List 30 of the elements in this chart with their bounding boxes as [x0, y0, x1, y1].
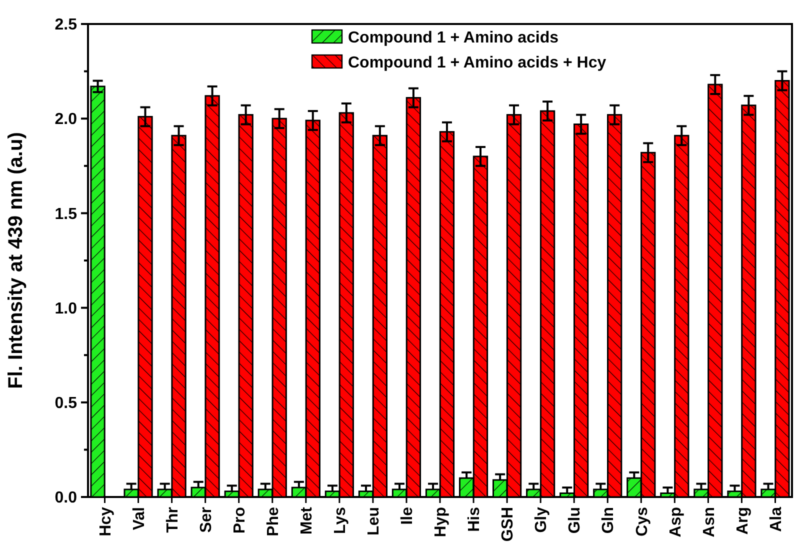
- x-tick-label: Val: [130, 507, 148, 530]
- y-tick-label: 2.0: [54, 111, 78, 128]
- legend-label: Compound 1 + Amino acids + Hcy: [348, 54, 606, 72]
- y-tick-label: 0.5: [54, 395, 78, 412]
- x-tick-label: Arg: [734, 507, 752, 535]
- y-tick-label: 1.0: [54, 300, 78, 318]
- legend-label: Compound 1 + Amino acids: [348, 30, 559, 47]
- x-tick-label: Pro: [231, 506, 248, 534]
- y-tick-label: 0.0: [54, 490, 78, 507]
- y-tick-label: 2.5: [54, 16, 78, 34]
- x-tick-label: Leu: [366, 507, 383, 536]
- x-tick-label: Asn: [700, 507, 718, 538]
- x-tick-label: GSH: [500, 507, 517, 542]
- x-tick-label: Cys: [634, 506, 651, 536]
- x-tick-label: Phe: [264, 506, 282, 536]
- x-tick-label: Lys: [332, 506, 350, 534]
- x-tick-label: Hyp: [432, 506, 450, 538]
- y-tick-label: 1.5: [54, 206, 78, 223]
- x-tick-label: Gly: [533, 506, 550, 533]
- x-tick-label: Thr: [164, 507, 182, 533]
- x-tick-label: Ser: [198, 507, 215, 533]
- y-axis-title: Fl. Intensity at 439 nm (a.u): [5, 132, 27, 389]
- x-tick-label: Hcy: [97, 506, 114, 536]
- x-tick-label: Gln: [600, 507, 618, 534]
- x-tick-label: Glu: [566, 507, 584, 534]
- x-tick-label: Met: [298, 506, 316, 535]
- x-tick-label: Asp: [667, 506, 684, 538]
- x-tick-label: Ala: [768, 506, 785, 532]
- x-tick-label: His: [466, 506, 484, 532]
- x-tick-label: Ile: [399, 506, 416, 525]
